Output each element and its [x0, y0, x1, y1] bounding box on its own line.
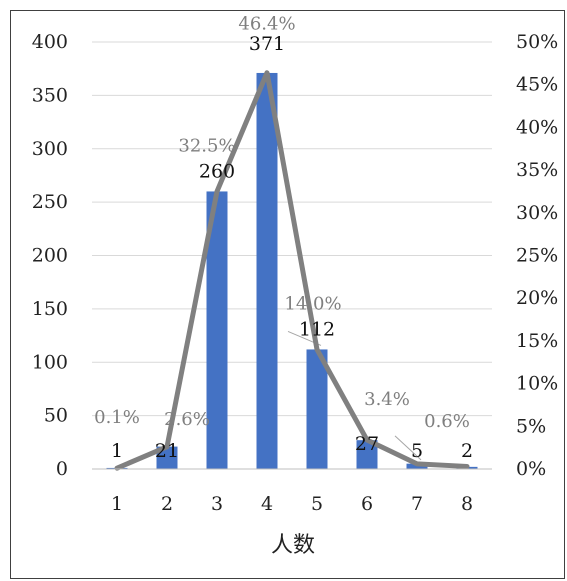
x-axis-tick-label: 3: [211, 493, 223, 515]
x-axis-tick-label: 4: [261, 493, 273, 515]
bar-data-label: 371: [249, 33, 285, 55]
bar-data-label: 5: [411, 440, 423, 462]
line-series: [114, 70, 470, 471]
line-point: [265, 71, 269, 75]
right-axis-tick-label: 0%: [516, 458, 546, 480]
left-axis-tick-label: 150: [32, 298, 68, 320]
line-path: [114, 70, 470, 471]
bar-data-label: 2: [461, 440, 473, 462]
line-data-labels: 0.1% 2.6% 32.5% 46.4% 14.0% 3.4% 0.6%: [94, 14, 470, 432]
bar: [156, 446, 178, 469]
bar: [206, 191, 228, 469]
left-axis-tick-label: 250: [32, 191, 68, 213]
line-point: [315, 347, 319, 351]
right-axis-tick-label: 10%: [516, 373, 558, 395]
x-axis: 1 2 3 4 5 6 7 8: [92, 468, 492, 515]
gridlines: [92, 41, 492, 470]
line-point: [365, 438, 369, 442]
line-data-label: 0.6%: [424, 411, 470, 432]
bar: [356, 440, 378, 469]
right-axis: 0% 5% 10% 15% 20% 25% 30% 35% 40% 45% 50%: [516, 31, 558, 480]
left-axis: 0 50 100 150 200 250 300 350 400: [32, 31, 68, 480]
right-axis-tick-label: 15%: [516, 330, 558, 352]
line-point: [415, 462, 419, 466]
line-data-label: 0.1%: [94, 407, 140, 428]
bar-data-label: 260: [199, 160, 235, 182]
line-point: [165, 445, 169, 449]
bar-series: [106, 72, 478, 470]
line-data-label: 32.5%: [178, 135, 235, 156]
bar-data-label: 1: [111, 440, 123, 462]
x-axis-title: 人数: [271, 533, 315, 558]
leader-line: [394, 435, 422, 461]
line-data-label: 3.4%: [364, 389, 410, 410]
left-axis-tick-label: 300: [32, 138, 68, 160]
bar: [306, 349, 328, 469]
right-axis-tick-label: 45%: [516, 74, 558, 96]
right-axis-tick-label: 20%: [516, 287, 558, 309]
x-axis-tick-label: 8: [461, 493, 473, 515]
left-axis-tick-label: 350: [32, 84, 68, 106]
x-axis-tick-label: 7: [411, 493, 423, 515]
left-axis-tick-label: 200: [32, 245, 68, 267]
chart-frame: [10, 10, 565, 579]
x-axis-tick-label: 2: [161, 493, 173, 515]
line-point: [215, 189, 219, 193]
bar-data-label: 27: [355, 433, 379, 455]
line-data-label: 2.6%: [164, 409, 210, 430]
line-data-label: 46.4%: [238, 14, 295, 35]
line-data-label: 14.0%: [284, 293, 341, 314]
right-axis-tick-label: 25%: [516, 245, 558, 267]
right-axis-tick-label: 40%: [516, 116, 558, 138]
x-axis-tick-label: 6: [361, 493, 373, 515]
right-axis-tick-label: 50%: [516, 31, 558, 53]
line-point: [465, 464, 469, 468]
bar-data-label: 112: [299, 318, 335, 340]
left-axis-tick-label: 400: [32, 31, 68, 53]
left-axis-tick-label: 50: [44, 405, 68, 427]
left-axis-tick-label: 0: [56, 458, 68, 480]
bar: [256, 72, 278, 470]
bar-data-label: 21: [155, 440, 179, 462]
right-axis-tick-label: 35%: [516, 159, 558, 181]
x-axis-tick-label: 1: [111, 493, 123, 515]
left-axis-tick-label: 100: [32, 351, 68, 373]
bar-data-labels: 1 21 260 371 112 27 5 2: [111, 33, 473, 462]
x-axis-tick-label: 5: [311, 493, 323, 515]
right-axis-tick-label: 30%: [516, 202, 558, 224]
right-axis-tick-label: 5%: [516, 415, 546, 437]
